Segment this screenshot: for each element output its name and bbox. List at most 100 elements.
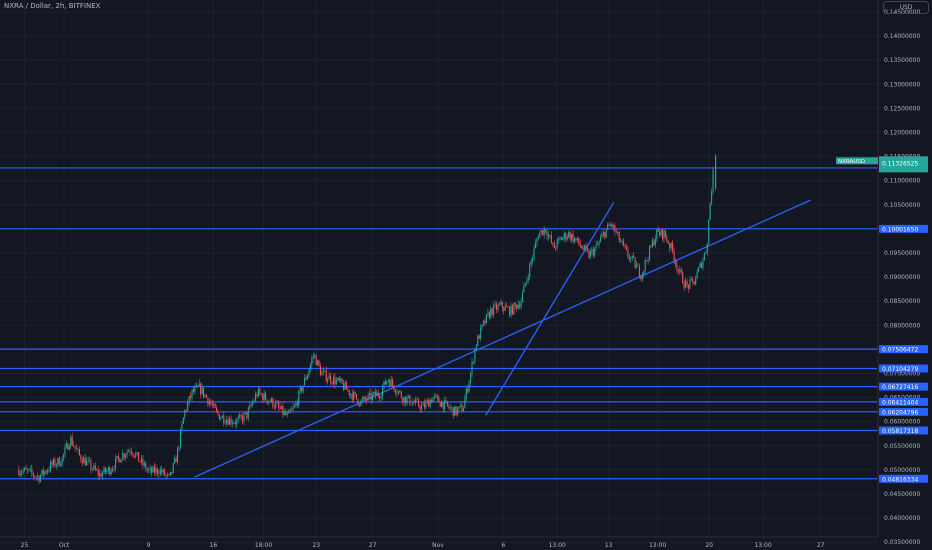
- candle-body: [117, 456, 119, 459]
- candle-body: [63, 454, 65, 458]
- candle-body: [280, 405, 283, 409]
- candle-body: [396, 393, 398, 394]
- candle-body: [673, 251, 675, 262]
- candle-body: [88, 460, 91, 461]
- candle-body: [468, 382, 470, 392]
- candle-body: [560, 238, 563, 240]
- candle-body: [133, 455, 135, 457]
- candle-body: [81, 460, 83, 464]
- candle-body: [687, 284, 690, 289]
- candle-body: [520, 301, 522, 308]
- candle-body: [572, 233, 574, 242]
- candle-body: [597, 244, 599, 246]
- candle-body: [142, 458, 144, 466]
- candle-body: [448, 405, 450, 409]
- candle-body: [621, 240, 623, 242]
- candle-body: [270, 398, 272, 402]
- candle-body: [484, 320, 486, 324]
- candle-body: [140, 458, 143, 463]
- candle-body: [100, 473, 102, 477]
- candle-body: [68, 446, 70, 450]
- candle-body: [568, 232, 570, 238]
- candle-body: [207, 397, 209, 405]
- candle-body: [262, 394, 264, 401]
- candle-body: [425, 401, 427, 408]
- candle-body: [497, 304, 499, 310]
- level-label: 0.07104279: [882, 366, 918, 373]
- candle-body: [360, 400, 362, 406]
- symbol-price-label: NXRAUSD: [838, 159, 865, 165]
- candle-body: [480, 327, 482, 339]
- candle-body: [218, 414, 220, 420]
- price-tick-label: 0.08500000: [884, 298, 920, 305]
- symbol-info: NXRA / Dollar, 2h, BITFINEX: [4, 2, 101, 10]
- currency-button[interactable]: USD: [883, 1, 929, 14]
- candle-body: [74, 446, 76, 448]
- candle-body: [494, 304, 496, 305]
- candle-body: [159, 469, 161, 475]
- candle-body: [363, 396, 365, 400]
- candle-body: [666, 237, 668, 242]
- candle-body: [663, 230, 665, 239]
- candle-body: [296, 402, 298, 406]
- candle-body: [605, 229, 607, 238]
- time-tick-label: Nov: [432, 542, 444, 549]
- candle-body: [260, 393, 262, 395]
- candle-body: [197, 385, 199, 387]
- candle-body: [317, 360, 319, 366]
- candle-body: [249, 405, 251, 409]
- candle-body: [330, 375, 332, 383]
- candle-body: [530, 261, 532, 265]
- candle-body: [345, 382, 347, 390]
- candle-body: [379, 395, 381, 399]
- candle-body: [692, 278, 694, 282]
- candle-body: [703, 253, 705, 260]
- candle-body: [549, 235, 551, 236]
- candle-body: [383, 381, 385, 388]
- candle-body: [415, 399, 417, 403]
- candle-body: [200, 383, 202, 394]
- candle-body: [483, 320, 485, 325]
- candle-body: [685, 281, 687, 288]
- candle-body: [86, 460, 88, 466]
- trendline[interactable]: [485, 202, 615, 416]
- horizontal-levels[interactable]: [0, 167, 878, 480]
- level-label-bg: [879, 224, 928, 233]
- time-tick-label: 27: [369, 542, 377, 549]
- candle-body: [585, 245, 587, 249]
- trendline[interactable]: [194, 199, 812, 478]
- candle-body: [161, 469, 163, 473]
- level-label-bg: [879, 364, 928, 373]
- candle-body: [208, 402, 210, 405]
- candle-body: [351, 394, 353, 400]
- candle-body: [591, 249, 593, 252]
- price-tick-label: 0.11000000: [884, 178, 920, 185]
- candle-body: [654, 239, 656, 246]
- candle-body: [93, 465, 95, 470]
- candle-body: [516, 304, 518, 309]
- candle-body: [153, 466, 156, 473]
- candle-body: [550, 235, 552, 243]
- candle-body: [314, 355, 316, 357]
- candle-body: [301, 387, 303, 392]
- candle-body: [517, 304, 519, 309]
- price-tick-label: 0.12000000: [884, 130, 920, 137]
- trendlines[interactable]: [194, 199, 812, 478]
- candle-body: [58, 458, 60, 466]
- candle-body: [392, 379, 394, 386]
- time-axis[interactable]: 25 Oct 9 16 18:00 23 27 Nov 6 13:00 13 13:00 20 13:00…: [21, 542, 825, 549]
- time-tick-label: 13:00: [649, 542, 666, 549]
- candle-body: [220, 417, 222, 420]
- level-label: 0.04816334: [882, 476, 918, 483]
- candle-body: [337, 377, 339, 381]
- candle-body: [523, 285, 525, 293]
- candle-body: [217, 411, 219, 415]
- candle-body: [475, 345, 477, 349]
- candle-body: [433, 395, 436, 398]
- candle-body: [428, 400, 430, 407]
- candle-body: [70, 436, 72, 447]
- candle-body: [403, 396, 405, 403]
- candle-body: [334, 377, 336, 385]
- candle-body: [660, 229, 662, 236]
